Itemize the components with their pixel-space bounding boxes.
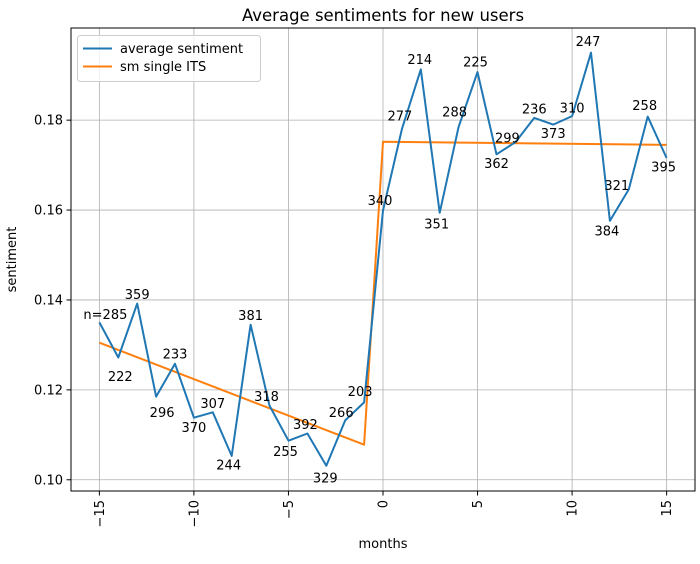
point-annotation: 395 xyxy=(651,160,676,175)
series-line-average-sentiment xyxy=(98,51,668,467)
point-annotation: 214 xyxy=(407,53,432,68)
point-annotation: 203 xyxy=(348,385,373,400)
point-annotation: n=285 xyxy=(83,308,127,323)
point-annotation: 244 xyxy=(216,458,241,473)
x-tick-label: −5 xyxy=(282,500,297,519)
legend-label-average-sentiment: average sentiment xyxy=(120,42,243,57)
y-axis-title: sentiment xyxy=(5,227,20,293)
y-tick-label: 0.14 xyxy=(34,293,63,308)
legend: average sentiment sm single ITS xyxy=(77,35,261,82)
chart-title: Average sentiments for new users xyxy=(242,6,524,25)
axis-layer: −15 −10 −5 0 5 10 15 0.10 0.12 0.14 0.16 0.18 xyxy=(34,114,675,528)
point-annotation: 277 xyxy=(387,110,412,125)
point-annotation: 236 xyxy=(522,102,547,117)
grid-layer xyxy=(71,28,695,491)
point-annotation: 258 xyxy=(632,99,657,114)
point-annotation: 296 xyxy=(150,406,175,421)
point-annotation: 340 xyxy=(368,194,393,209)
legend-label-sm-single-its: sm single ITS xyxy=(120,60,206,75)
point-annotation: 384 xyxy=(594,224,619,239)
point-annotation: 321 xyxy=(604,179,629,194)
point-annotation: 351 xyxy=(424,217,449,232)
point-annotation: 318 xyxy=(254,390,279,405)
point-annotation: 266 xyxy=(329,406,354,421)
legend-frame xyxy=(77,35,261,82)
y-tick-label: 0.16 xyxy=(34,204,63,219)
point-annotation: 288 xyxy=(442,105,467,120)
point-annotation: 225 xyxy=(463,56,488,71)
x-tick-label: −10 xyxy=(187,500,202,527)
plot-spines xyxy=(70,27,696,492)
y-tick-label: 0.12 xyxy=(34,383,63,398)
y-tick-label: 0.18 xyxy=(34,114,63,129)
point-annotation: 381 xyxy=(238,309,263,324)
point-annotation: 370 xyxy=(181,421,206,436)
point-annotation: 233 xyxy=(163,347,188,362)
series-layer xyxy=(98,51,668,467)
point-annotation: 307 xyxy=(200,397,225,412)
x-tick-label: 15 xyxy=(660,500,675,517)
point-annotation: 373 xyxy=(541,127,566,142)
series-line-sm-single-its xyxy=(99,140,667,446)
point-annotation: 222 xyxy=(108,370,133,385)
x-tick-label: −15 xyxy=(93,500,108,527)
x-tick-label: 0 xyxy=(377,500,392,508)
point-annotation: 329 xyxy=(313,471,338,486)
point-annotation: 392 xyxy=(293,418,318,433)
y-tick-label: 0.10 xyxy=(34,473,63,488)
point-annotation: 247 xyxy=(576,35,601,50)
point-annotation: 299 xyxy=(495,132,520,147)
x-axis-title: months xyxy=(359,537,408,552)
x-tick-label: 5 xyxy=(471,500,486,508)
point-annotation: 310 xyxy=(560,102,585,117)
annotation-layer: n=285 222 359 296 233 370 307 244 381 318 255 392 32… xyxy=(83,35,676,486)
point-annotation: 255 xyxy=(273,445,298,460)
point-annotation: 362 xyxy=(484,157,509,172)
x-tick-label: 10 xyxy=(566,500,581,517)
point-annotation: 359 xyxy=(125,288,150,303)
